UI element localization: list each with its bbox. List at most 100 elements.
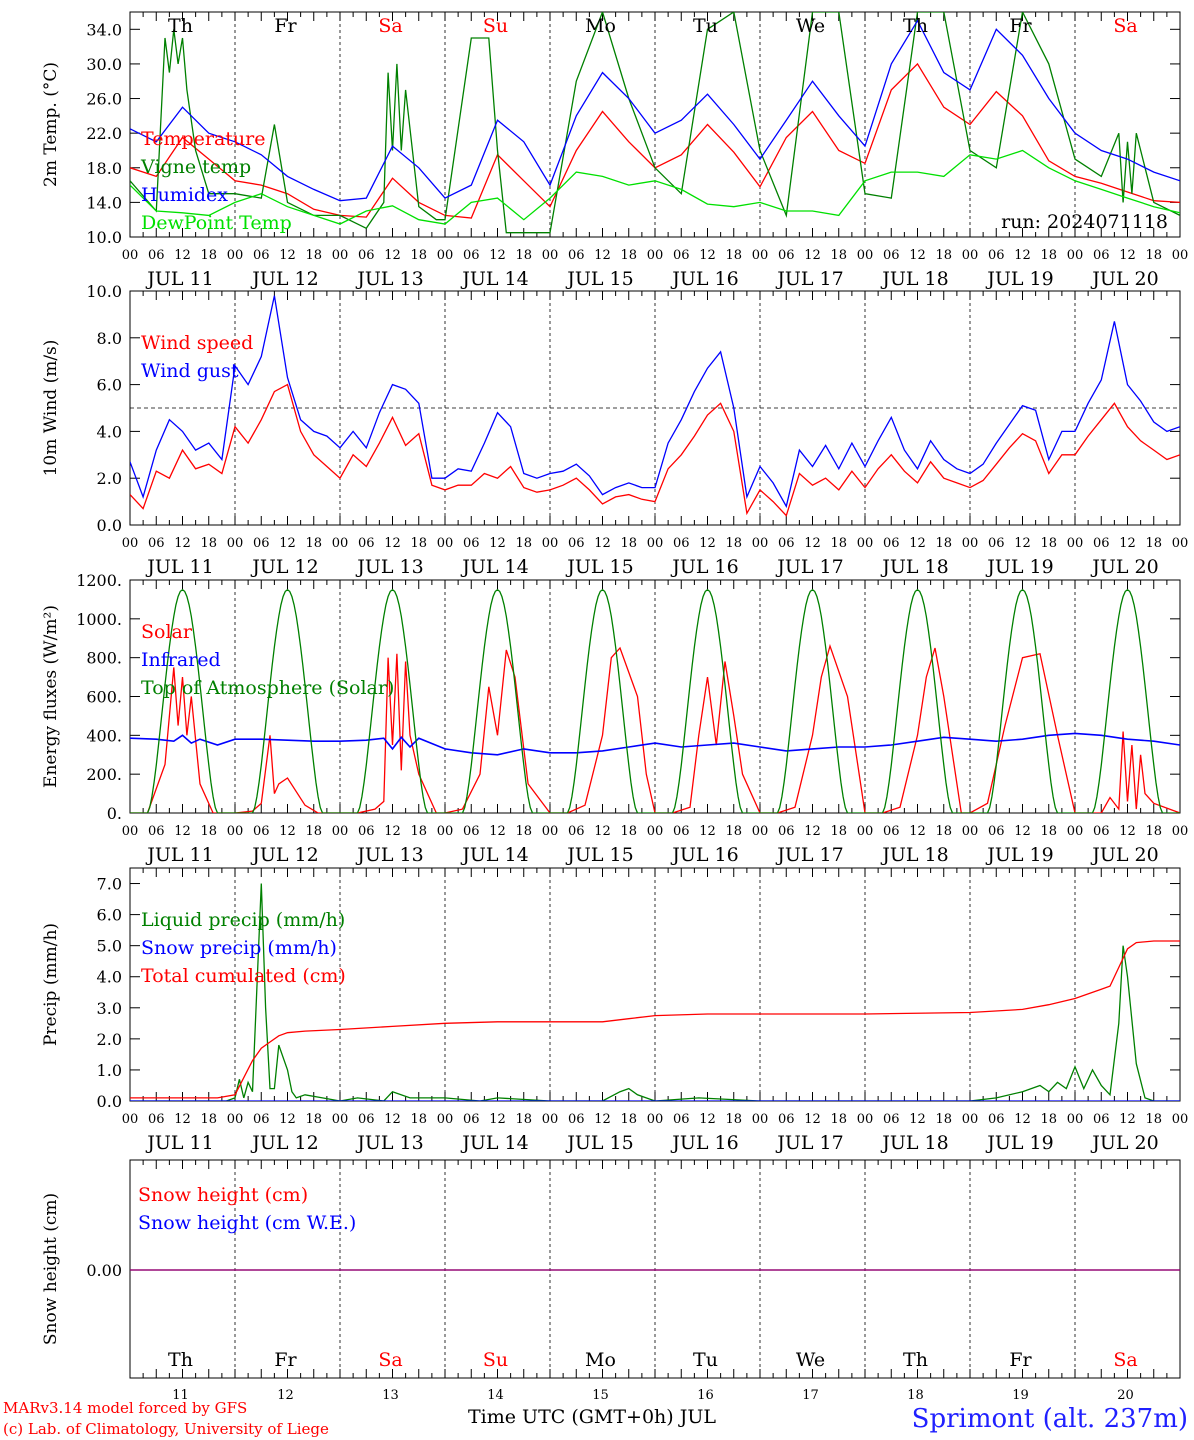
y-tick-label: 3.0 <box>97 999 122 1018</box>
y-tick-label: 30.0 <box>86 55 122 74</box>
date-label: JUL 12 <box>250 268 318 290</box>
hour-tick-label: 06 <box>673 824 690 839</box>
date-label: JUL 19 <box>985 556 1053 578</box>
hour-tick-label: 00 <box>1067 248 1084 263</box>
hour-tick-label: 18 <box>200 536 217 551</box>
y-tick-label: 0.0 <box>97 516 122 535</box>
hour-tick-label: 06 <box>673 1112 690 1127</box>
y-tick-label: 6.0 <box>97 906 122 925</box>
date-label: JUL 18 <box>880 556 948 578</box>
hour-tick-label: 00 <box>542 824 559 839</box>
series-lines <box>130 12 1180 1271</box>
legend-entry: Infrared <box>141 649 221 671</box>
hour-tick-label: 18 <box>830 248 847 263</box>
date-label: JUL 18 <box>880 844 948 866</box>
y-tick-label: 5.0 <box>97 937 122 956</box>
hour-tick-label: 06 <box>253 1112 270 1127</box>
date-label: JUL 14 <box>460 268 528 290</box>
hour-tick-label: 06 <box>1093 536 1110 551</box>
date-label: JUL 19 <box>985 1132 1053 1154</box>
weekday-label: Th <box>168 15 193 37</box>
hour-tick-label: 00 <box>122 536 139 551</box>
date-label: JUL 15 <box>565 268 633 290</box>
weekday-label: Th <box>903 1349 928 1371</box>
series-line-infrared <box>130 732 1180 756</box>
hour-tick-label: 18 <box>200 824 217 839</box>
hour-tick-label: 12 <box>279 536 296 551</box>
date-label: JUL 13 <box>355 556 423 578</box>
date-label: JUL 16 <box>670 844 738 866</box>
hour-tick-label: 06 <box>568 824 585 839</box>
hour-tick-label: 00 <box>1067 824 1084 839</box>
date-label: JUL 12 <box>250 1132 318 1154</box>
hour-tick-label: 18 <box>830 1112 847 1127</box>
hour-tick-label: 18 <box>305 1112 322 1127</box>
date-label: JUL 14 <box>460 556 528 578</box>
hour-tick-label: 00 <box>332 536 349 551</box>
weekday-label: We <box>796 15 825 37</box>
hour-tick-label: 18 <box>725 248 742 263</box>
hour-tick-label: 18 <box>1040 824 1057 839</box>
weekday-label: Sa <box>378 15 402 37</box>
hour-tick-label: 18 <box>1145 536 1162 551</box>
y-tick-label: 10.0 <box>86 228 122 247</box>
hour-tick-label: 00 <box>542 1112 559 1127</box>
hour-tick-label: 06 <box>673 536 690 551</box>
hour-tick-label: 18 <box>410 248 427 263</box>
hour-tick-label: 00 <box>647 824 664 839</box>
day-number-label: 15 <box>592 1388 609 1403</box>
hour-tick-label: 12 <box>909 248 926 263</box>
y-tick-label: 22.0 <box>86 124 122 143</box>
hour-tick-label: 12 <box>594 1112 611 1127</box>
hour-tick-label: 12 <box>594 824 611 839</box>
hour-tick-label: 18 <box>620 536 637 551</box>
hour-tick-label: 18 <box>305 536 322 551</box>
hour-tick-label: 12 <box>1014 536 1031 551</box>
hour-tick-label: 06 <box>1093 1112 1110 1127</box>
day-number-label: 13 <box>382 1388 399 1403</box>
hour-tick-label: 00 <box>962 1112 979 1127</box>
hour-tick-label: 12 <box>384 1112 401 1127</box>
date-label: JUL 11 <box>145 268 213 290</box>
hour-tick-label: 12 <box>909 1112 926 1127</box>
hour-tick-label: 12 <box>1014 248 1031 263</box>
hour-tick-label: 18 <box>200 248 217 263</box>
hour-tick-label: 12 <box>699 824 716 839</box>
date-label: JUL 12 <box>250 844 318 866</box>
weekday-label: Mo <box>585 15 616 37</box>
date-label: JUL 17 <box>775 844 843 866</box>
day-number-label: 17 <box>802 1388 819 1403</box>
hour-tick-label: 12 <box>489 248 506 263</box>
hour-tick-label: 12 <box>384 824 401 839</box>
hour-tick-label: 00 <box>752 1112 769 1127</box>
hour-tick-label: 06 <box>358 536 375 551</box>
date-label: JUL 18 <box>880 1132 948 1154</box>
hour-tick-label: 18 <box>515 248 532 263</box>
hour-tick-label: 00 <box>1172 536 1189 551</box>
weekday-label: Tu <box>693 1349 718 1371</box>
date-label: JUL 19 <box>985 844 1053 866</box>
x-axis-title: Time UTC (GMT+0h) JUL <box>468 1406 716 1428</box>
hour-tick-label: 12 <box>594 536 611 551</box>
hour-tick-label: 12 <box>1119 824 1136 839</box>
hour-tick-label: 18 <box>515 824 532 839</box>
day-number-label: 16 <box>697 1388 714 1403</box>
y-tick-label: 2.0 <box>97 469 122 488</box>
hour-tick-label: 12 <box>1014 1112 1031 1127</box>
hour-tick-label: 00 <box>647 536 664 551</box>
y-tick-label: 800. <box>86 649 122 668</box>
y-axis-label: 2m Temp. (°C) <box>41 62 61 187</box>
labels: 10.0 14.0 18.0 22.0 26.0 30.0 34.0 2m Temp. (°C… <box>41 15 1188 1403</box>
hour-tick-label: 12 <box>174 536 191 551</box>
hour-tick-label: 12 <box>1119 536 1136 551</box>
weekday-label: Fr <box>274 15 297 37</box>
hour-tick-label: 18 <box>935 824 952 839</box>
hour-tick-label: 00 <box>227 1112 244 1127</box>
hour-tick-label: 12 <box>174 824 191 839</box>
legend-entry: DewPoint Temp <box>141 212 292 234</box>
hour-tick-label: 12 <box>489 824 506 839</box>
date-label: JUL 17 <box>775 556 843 578</box>
y-axis-label: Snow height (cm) <box>41 1193 61 1345</box>
hour-tick-label: 06 <box>778 1112 795 1127</box>
hour-tick-label: 00 <box>857 1112 874 1127</box>
